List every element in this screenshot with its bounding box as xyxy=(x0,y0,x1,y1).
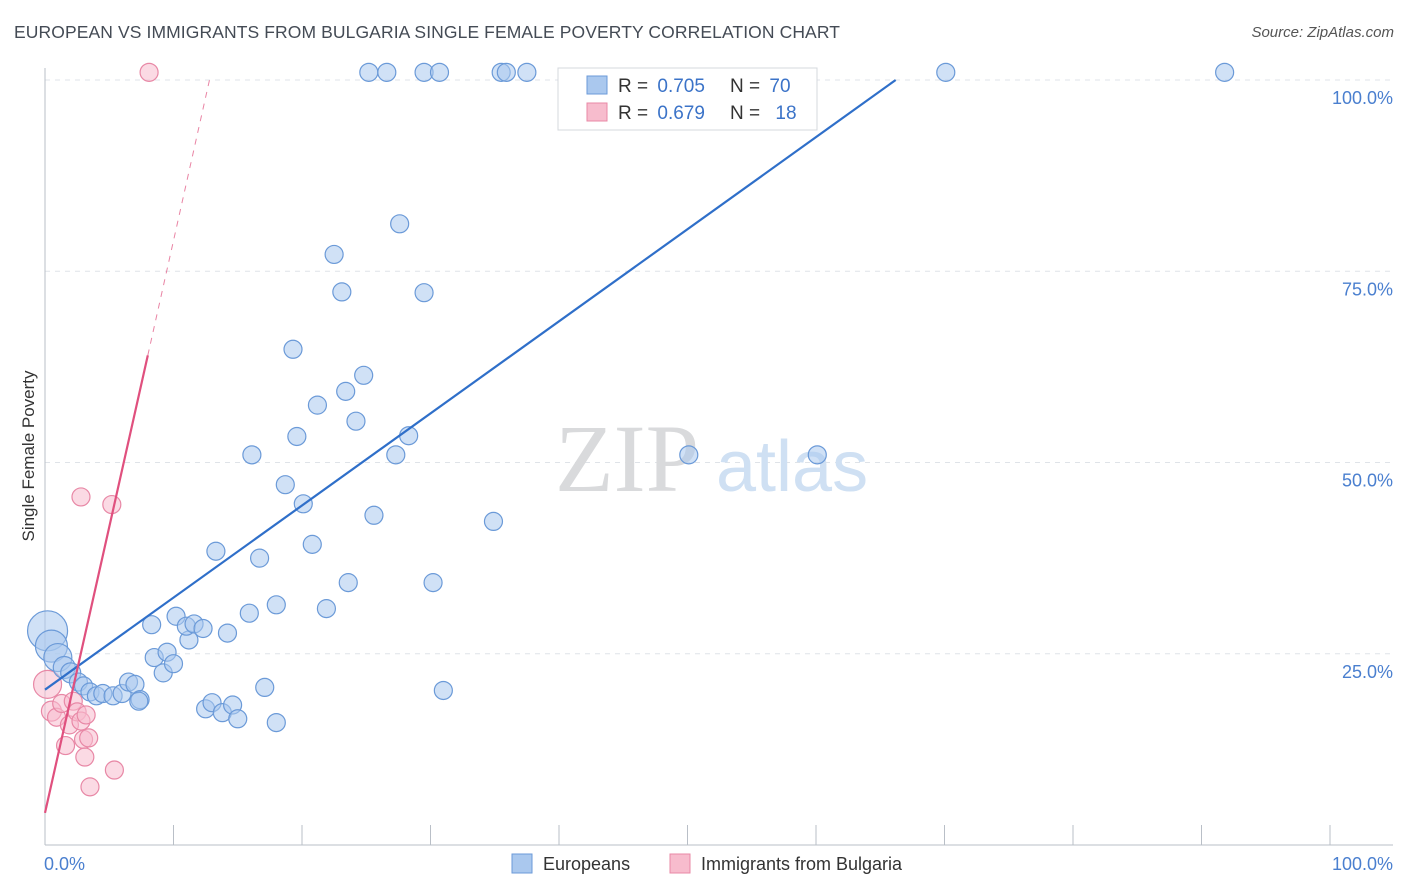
legend-r-label: R = xyxy=(618,76,653,97)
europeans-point xyxy=(324,244,344,265)
bulgaria-point xyxy=(71,487,91,507)
bulgaria-point xyxy=(80,777,100,797)
europeans-point xyxy=(517,62,537,82)
y-tick-label: 50.0% xyxy=(1342,471,1393,491)
svg-text:N = 18: N = 18 xyxy=(730,103,797,124)
bottom-legend-europeans: Europeans xyxy=(543,854,630,874)
source-label: Source: ZipAtlas.com xyxy=(1251,24,1394,41)
chart-title: EUROPEAN VS IMMIGRANTS FROM BULGARIA SIN… xyxy=(14,22,841,42)
europeans-point xyxy=(807,445,827,465)
watermark: ZIP atlas xyxy=(555,405,868,512)
europeans-point xyxy=(142,615,162,635)
legend-r-label: R = xyxy=(618,103,653,124)
legend-n-value-europeans: 70 xyxy=(769,76,790,97)
trend-lines xyxy=(43,79,897,814)
europeans-point xyxy=(239,603,259,623)
bottom-legend-swatch-bulgaria xyxy=(669,853,691,874)
x-tick-label: 0.0% xyxy=(44,854,85,874)
europeans-point xyxy=(936,62,956,82)
europeans-point xyxy=(249,548,270,568)
legend-r-value-bulgaria: 0.679 xyxy=(657,103,705,124)
europeans-point xyxy=(287,426,307,447)
europeans-point xyxy=(429,62,450,82)
y-tick-label: 100.0% xyxy=(1332,88,1393,108)
europeans-point xyxy=(359,62,379,82)
europeans-point xyxy=(364,505,384,525)
europeans-point xyxy=(346,411,366,431)
europeans-point xyxy=(390,214,410,234)
bulgaria-point xyxy=(104,760,124,780)
legend-swatch-europeans xyxy=(586,75,608,95)
europeans-point xyxy=(354,365,374,385)
europeans-point xyxy=(338,573,358,593)
europeans-point xyxy=(414,283,434,303)
tick-labels: 25.0% 50.0% 75.0% 100.0% 0.0% 100.0% xyxy=(44,88,1393,874)
europeans-point xyxy=(242,445,262,465)
europeans-point xyxy=(193,618,213,639)
grid-lines xyxy=(45,79,1393,655)
europeans-point xyxy=(377,62,397,82)
legend-n-value-bulgaria: 18 xyxy=(775,103,796,124)
y-tick-label: 75.0% xyxy=(1342,279,1393,299)
europeans-point xyxy=(302,534,322,554)
europeans-point xyxy=(316,599,337,619)
legend-box: R = 0.705 N = 70 R = 0.679 N = 18 xyxy=(557,67,818,131)
bulgaria-point xyxy=(139,62,159,82)
europeans-point xyxy=(336,381,356,401)
bottom-legend-bulgaria: Immigrants from Bulgaria xyxy=(701,854,903,874)
europeans-point xyxy=(496,62,516,82)
europeans-point xyxy=(163,654,184,674)
y-axis-label: Single Female Poverty xyxy=(19,370,38,542)
europeans-point xyxy=(266,595,286,615)
europeans-point xyxy=(129,691,149,711)
europeans-point xyxy=(283,339,303,359)
europeans-point xyxy=(332,282,352,302)
series-europeans-points xyxy=(26,62,1235,733)
svg-text:R = 0.705: R = 0.705 xyxy=(618,76,705,97)
svg-text:R = 0.679: R = 0.679 xyxy=(618,103,705,124)
svg-text:N = 70: N = 70 xyxy=(730,76,791,97)
europeans-point xyxy=(206,541,226,561)
europeans-point xyxy=(679,445,699,465)
europeans-trend-line xyxy=(44,79,897,691)
europeans-point xyxy=(255,677,275,698)
bulgaria-trend-line xyxy=(43,355,149,814)
y-tick-label: 25.0% xyxy=(1342,662,1393,682)
europeans-point xyxy=(266,712,286,733)
europeans-point xyxy=(228,709,248,729)
bulgaria-point xyxy=(79,728,99,748)
watermark-atlas: atlas xyxy=(716,427,868,507)
europeans-point xyxy=(386,445,406,465)
legend-n-label: N = xyxy=(730,103,765,124)
legend-n-label: N = xyxy=(730,76,765,97)
x-tick-label: 100.0% xyxy=(1332,854,1393,874)
legend-r-value-europeans: 0.705 xyxy=(657,76,705,97)
bottom-legend-swatch-europeans xyxy=(511,853,533,874)
bulgaria-point xyxy=(32,669,63,699)
europeans-point xyxy=(217,623,238,643)
europeans-point xyxy=(483,511,504,532)
europeans-point xyxy=(1215,62,1235,82)
axes xyxy=(44,68,1393,846)
europeans-point xyxy=(275,475,295,495)
bulgaria-point xyxy=(75,747,95,767)
bottom-legend: Europeans Immigrants from Bulgaria xyxy=(511,853,903,874)
europeans-point xyxy=(433,680,453,701)
watermark-zip: ZIP xyxy=(555,405,699,512)
europeans-point xyxy=(423,573,443,593)
bulgaria-point xyxy=(76,705,96,725)
europeans-point xyxy=(307,395,328,415)
legend-swatch-bulgaria xyxy=(586,102,608,122)
bulgaria-trend-extension xyxy=(147,79,210,356)
